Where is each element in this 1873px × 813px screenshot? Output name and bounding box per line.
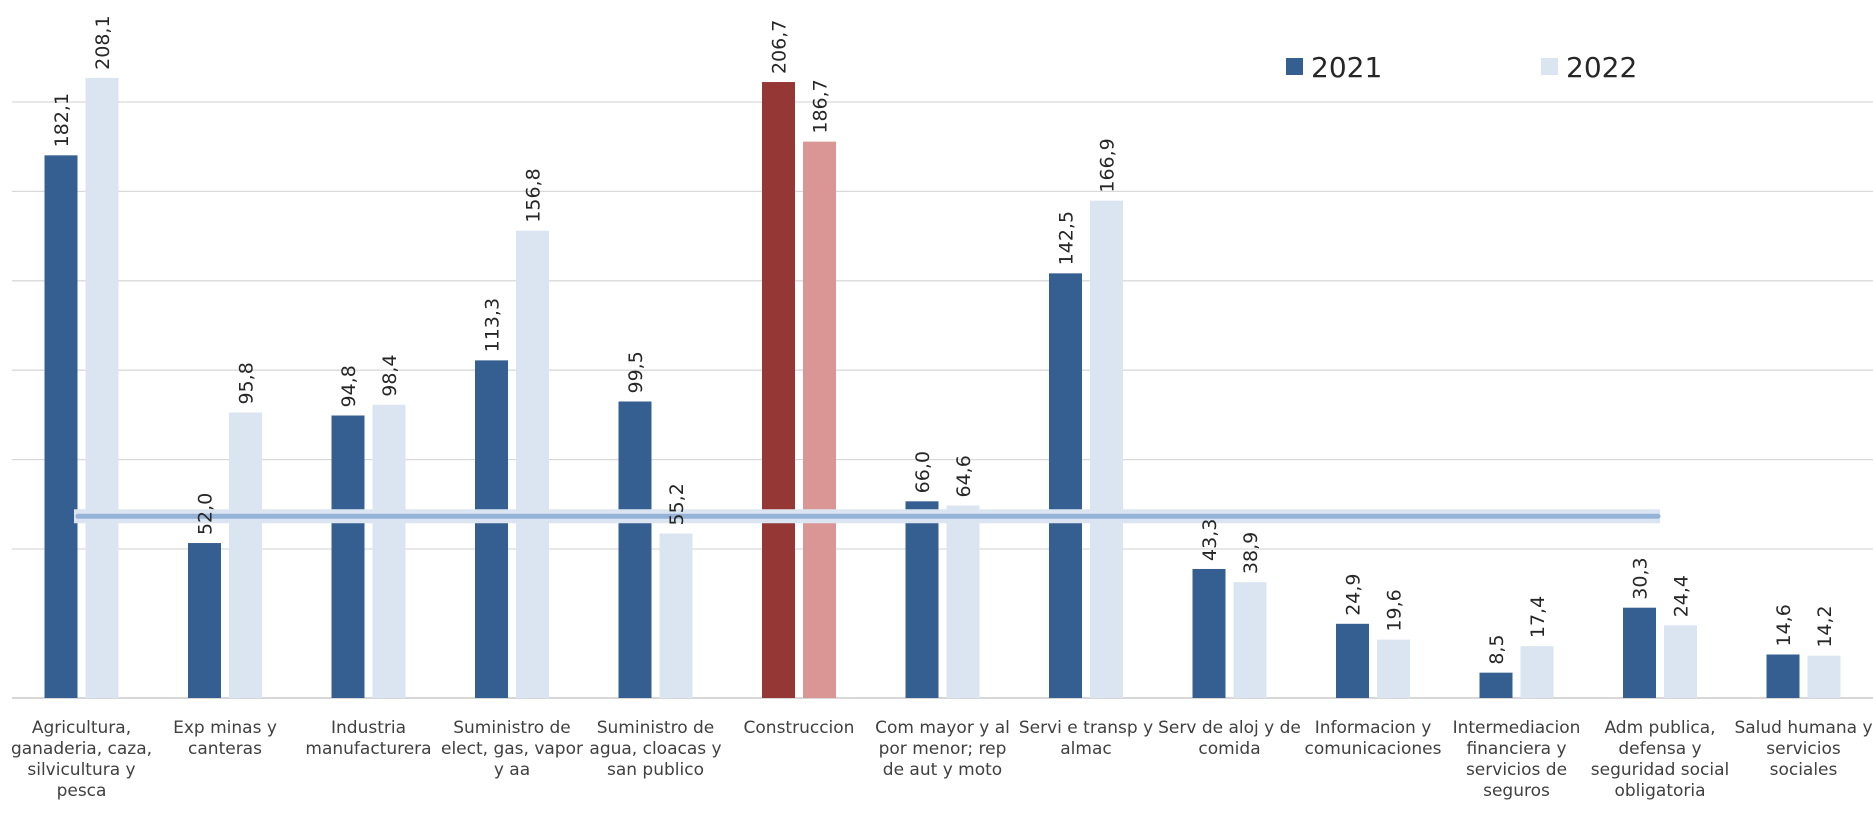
bars bbox=[44, 77, 1841, 699]
value-label: 14,6 bbox=[1773, 604, 1795, 646]
bar-2022 bbox=[229, 412, 262, 698]
value-label: 43,3 bbox=[1199, 519, 1221, 561]
value-label: 55,2 bbox=[666, 483, 688, 525]
bar-2022 bbox=[85, 77, 119, 698]
legend-label-2021: 2021 bbox=[1311, 51, 1382, 84]
bar-2022 bbox=[1520, 646, 1554, 698]
value-label: 94,8 bbox=[338, 365, 360, 407]
legend-swatch-2022 bbox=[1541, 58, 1558, 75]
bar-2021 bbox=[905, 501, 939, 698]
bar-2021 bbox=[1766, 654, 1800, 698]
value-label: 52,0 bbox=[195, 493, 217, 535]
bar-2022 bbox=[1807, 655, 1841, 698]
category-label: Industria manufacturera bbox=[305, 718, 431, 759]
value-label: 8,5 bbox=[1486, 634, 1508, 664]
category-label: Servi e transp y almac bbox=[1019, 718, 1153, 759]
bar-2021 bbox=[331, 415, 365, 698]
bar-2021 bbox=[1479, 672, 1513, 698]
bar-2021 bbox=[1336, 623, 1369, 698]
category-label: Exp minas y canteras bbox=[173, 718, 277, 759]
value-labels: 182,1 208,1 52,0 95,8 94,8 98,4 113,3 156,8 99,5… bbox=[51, 15, 1836, 664]
gridlines bbox=[12, 101, 1873, 699]
bar-2022 bbox=[516, 230, 549, 698]
bar-2021 bbox=[44, 155, 78, 699]
category-label: Com mayor y al por menor; rep de aut y mot… bbox=[875, 718, 1010, 780]
bar-2021 bbox=[475, 360, 508, 698]
legend-swatch-2021 bbox=[1286, 58, 1303, 75]
bar-2022 bbox=[659, 533, 693, 698]
category-label: Suministro de elect, gas, vapor y aa bbox=[441, 718, 583, 780]
bar-2022 bbox=[1090, 200, 1123, 698]
value-label: 99,5 bbox=[625, 351, 647, 393]
bar-2021 bbox=[1623, 607, 1656, 698]
legend-label-2022: 2022 bbox=[1566, 51, 1637, 84]
category-labels: Agricultura, ganaderia, caza, silvicultura… bbox=[11, 718, 1873, 801]
bar-2021 bbox=[1049, 273, 1082, 698]
value-label: 30,3 bbox=[1630, 557, 1652, 599]
value-label: 19,6 bbox=[1384, 589, 1406, 631]
value-label: 186,7 bbox=[810, 79, 832, 133]
category-label: Suministro de agua, cloacas y san publico bbox=[589, 718, 721, 780]
value-label: 156,8 bbox=[523, 168, 545, 222]
category-label: Salud humana y servicios sociales bbox=[1734, 718, 1872, 780]
value-label: 66,0 bbox=[912, 451, 934, 493]
category-label: Serv de aloj y de comida bbox=[1158, 718, 1301, 759]
category-label: Intermediacion financiera y servicios de se… bbox=[1453, 718, 1581, 801]
value-label: 113,3 bbox=[482, 298, 504, 352]
category-label: Informacion y comunicaciones bbox=[1305, 718, 1442, 759]
category-label: Adm publica, defensa y seguridad social obl… bbox=[1591, 718, 1729, 801]
value-label: 166,9 bbox=[1097, 138, 1119, 192]
bar-2022 bbox=[1233, 582, 1267, 698]
bar-2021 bbox=[188, 543, 221, 698]
value-label: 95,8 bbox=[236, 362, 258, 404]
category-label: Construccion bbox=[744, 718, 855, 738]
bar-2022 bbox=[1664, 625, 1697, 698]
legend: 2021 2022 bbox=[1286, 51, 1637, 84]
bar-2022 bbox=[946, 505, 980, 698]
bar-2021 bbox=[1192, 568, 1226, 698]
bar-2021 bbox=[618, 401, 652, 698]
category-label: Agricultura, ganaderia, caza, silvicultura… bbox=[11, 718, 152, 801]
value-label: 98,4 bbox=[379, 354, 401, 396]
value-label: 64,6 bbox=[953, 455, 975, 497]
value-label: 208,1 bbox=[92, 15, 114, 69]
value-label: 14,2 bbox=[1814, 605, 1836, 647]
value-label: 182,1 bbox=[51, 93, 73, 147]
value-label: 24,9 bbox=[1343, 573, 1365, 615]
value-label: 24,4 bbox=[1671, 575, 1693, 617]
value-label: 206,7 bbox=[769, 20, 791, 74]
value-label: 38,9 bbox=[1240, 532, 1262, 574]
bar-2022 bbox=[372, 404, 406, 698]
bar-2021 bbox=[762, 82, 795, 698]
bar-2022 bbox=[803, 141, 836, 698]
bar-2022 bbox=[1377, 639, 1410, 698]
value-label: 17,4 bbox=[1527, 596, 1549, 638]
value-label: 142,5 bbox=[1056, 211, 1078, 265]
